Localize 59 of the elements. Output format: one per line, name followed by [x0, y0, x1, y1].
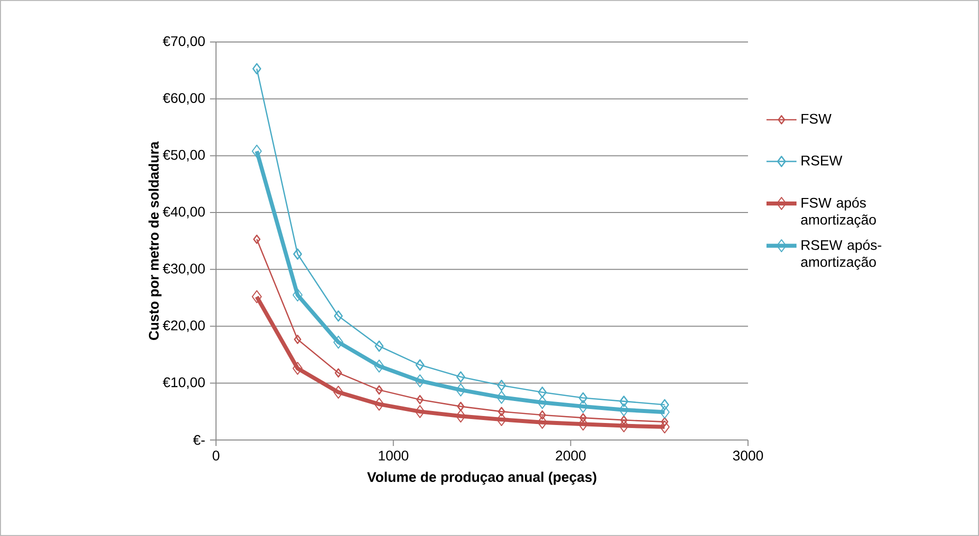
point	[376, 385, 383, 395]
point	[538, 410, 546, 420]
legend-label: FSW	[802, 114, 832, 124]
point	[293, 248, 302, 260]
y-tick-label: €30,00	[162, 264, 205, 276]
point	[538, 386, 547, 398]
point	[253, 234, 260, 244]
point	[497, 380, 506, 392]
y-tick-label: €-	[193, 435, 205, 445]
y-tick-label: €60,00	[162, 93, 205, 105]
point	[414, 374, 425, 388]
y-tick-label: €20,00	[162, 320, 205, 332]
point	[578, 392, 588, 404]
point	[252, 63, 262, 74]
point	[618, 419, 629, 432]
point	[374, 398, 384, 411]
point	[292, 288, 303, 302]
point	[374, 340, 384, 352]
x-tick-label: 2000	[556, 450, 586, 461]
legend-label: RSEW após-amortização	[801, 240, 882, 270]
x-axis-title: Volume de produçao anual (peças)	[367, 472, 596, 485]
point	[620, 415, 628, 425]
y-tick-label: €50,00	[162, 150, 205, 162]
point	[496, 413, 507, 426]
point	[374, 360, 384, 373]
y-tick-label: €70,00	[162, 36, 205, 48]
legend-label: RSEW	[802, 156, 842, 166]
point	[292, 362, 303, 375]
point	[618, 403, 629, 416]
legend-label: FSW após amortização	[801, 197, 876, 228]
y-tick-label: €10,00	[162, 377, 205, 389]
point	[414, 405, 425, 418]
point	[498, 406, 506, 416]
point	[252, 144, 262, 158]
point	[334, 310, 343, 322]
point	[578, 418, 588, 431]
x-tick-label: 0	[212, 450, 220, 461]
point	[252, 290, 262, 304]
point	[619, 396, 628, 407]
point	[333, 336, 344, 349]
point	[660, 399, 670, 410]
point	[416, 394, 424, 404]
point	[334, 368, 342, 378]
x-tick-label: 3000	[733, 450, 763, 461]
y-tick-label: €40,00	[162, 206, 205, 218]
point	[294, 334, 302, 344]
point	[496, 390, 507, 404]
point	[333, 386, 344, 399]
point	[537, 396, 548, 409]
point	[456, 410, 466, 423]
point	[456, 371, 466, 383]
x-tick-label: 1000	[378, 450, 408, 461]
point	[537, 416, 548, 429]
point	[578, 400, 588, 413]
y-axis-title: Custo por metro de soldadura	[148, 141, 162, 340]
point	[416, 359, 424, 371]
point	[457, 402, 464, 412]
point	[456, 383, 466, 396]
point	[579, 413, 587, 422]
